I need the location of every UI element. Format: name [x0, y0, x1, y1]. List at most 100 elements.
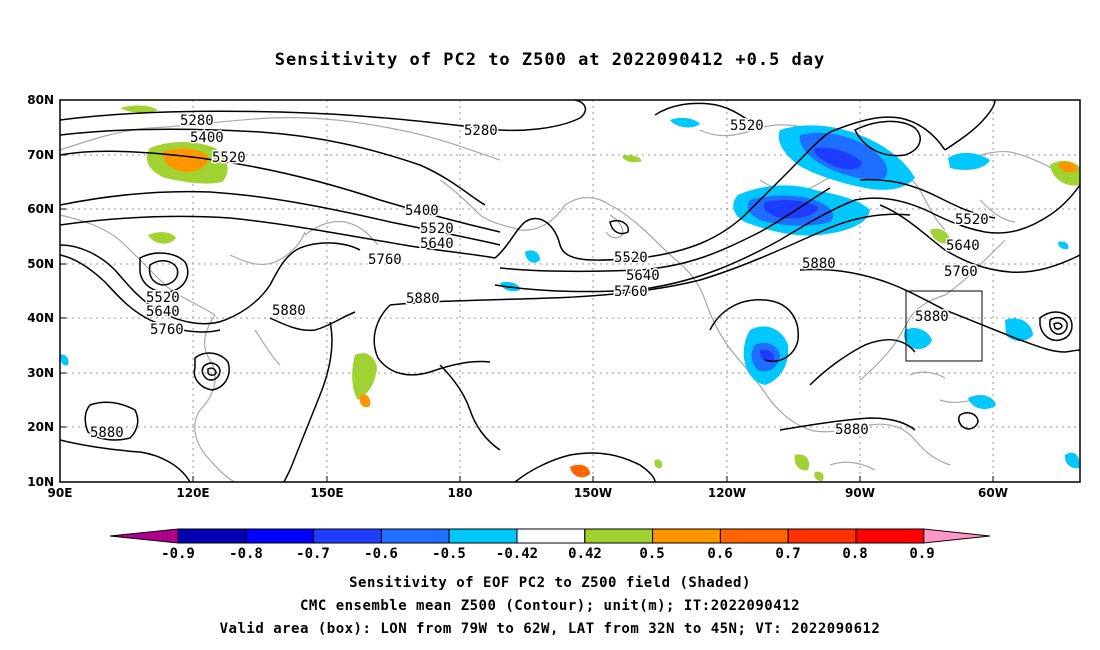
colorbar-arrow [923, 528, 991, 544]
x-tick-label: 90W [845, 486, 875, 500]
x-tick-label: 150W [574, 486, 612, 500]
contour-label: 5640 [420, 236, 454, 252]
z500-contours [60, 100, 1080, 482]
shading-blob [814, 147, 862, 170]
shading-blob [120, 105, 158, 113]
colorbar-swatch [448, 528, 518, 544]
colorbar-arrow [109, 528, 179, 544]
colorbar-label: 0.7 [775, 546, 800, 562]
colorbar-swatch [380, 528, 450, 544]
contour-label: 5760 [614, 284, 648, 300]
colorbar-label: 0.5 [639, 546, 664, 562]
colorbar-swatch [719, 528, 789, 544]
x-tick-label: 120E [176, 486, 209, 500]
shading-blob [904, 328, 932, 350]
contour-label: 5880 [835, 422, 869, 438]
colorbar-labels: -0.9 -0.8 -0.7 -0.6 -0.5 -0.42 0.42 0.5 … [161, 546, 935, 562]
y-tick-label: 70N [27, 148, 54, 162]
colorbar-label: 0.8 [842, 546, 867, 562]
contour-label: 5520 [730, 118, 764, 134]
x-tick-label: 180 [447, 486, 472, 500]
x-tick-label: 120W [708, 486, 746, 500]
colorbar-swatch [177, 528, 247, 544]
x-tick-label: 150E [310, 486, 343, 500]
shading-blob [794, 454, 810, 471]
valid-area-box [905, 290, 983, 362]
colorbar-label: -0.9 [161, 546, 195, 562]
shading-blob [968, 395, 996, 410]
y-tick-label: 60N [27, 202, 54, 216]
y-axis-labels: 80N 70N 60N 50N 40N 30N 20N 10N [27, 93, 54, 489]
colorbar-label: -0.42 [496, 546, 538, 562]
colorbar-swatch [855, 528, 925, 544]
colorbar-label: 0.6 [707, 546, 732, 562]
contour-label: 5520 [146, 290, 180, 306]
contour-label: 5640 [146, 304, 180, 320]
colorbar-label: -0.8 [229, 546, 263, 562]
contour-labels: 5280 5400 5520 5280 5520 5400 5520 5640 … [89, 112, 991, 443]
contour-label: 5520 [420, 221, 454, 237]
contour-label: 5760 [368, 252, 402, 268]
shading-blob [359, 394, 371, 408]
colorbar-label: -0.7 [296, 546, 330, 562]
sensitivity-shading [60, 105, 1080, 481]
gridlines [60, 100, 1080, 482]
shading-blob [1064, 452, 1080, 469]
shading-blob [148, 232, 176, 244]
colorbar-swatch [245, 528, 315, 544]
colorbar-label: 0.9 [909, 546, 934, 562]
shading-blob [654, 459, 663, 469]
map-title: Sensitivity of PC2 to Z500 at 2022090412… [274, 50, 826, 70]
colorbar-swatch [787, 528, 857, 544]
contour-label: 5880 [90, 425, 124, 441]
shading-blob [948, 152, 990, 170]
colorbar-label: 0.42 [568, 546, 602, 562]
contour-label: 5880 [272, 303, 306, 319]
colorbar-swatch [584, 528, 654, 544]
contour-label: 5640 [946, 238, 980, 254]
shading-blob [570, 464, 590, 478]
contour-label: 5520 [614, 250, 648, 266]
contour-label: 5880 [802, 256, 836, 272]
contour-label: 5520 [212, 150, 246, 166]
x-tick-label: 60W [978, 486, 1008, 500]
shading-blob [60, 354, 69, 366]
y-tick-label: 80N [27, 93, 54, 107]
contour-label: 5760 [150, 322, 184, 338]
x-axis-labels: 90E 120E 150E 180 150W 120W 90W 60W [48, 486, 1008, 500]
shading-blob [1005, 318, 1033, 342]
colorbar-label: -0.5 [432, 546, 466, 562]
contour-label: 5880 [406, 291, 440, 307]
shading-blob [1058, 162, 1078, 173]
shading-blob [1058, 241, 1069, 250]
colorbar-swatch [652, 528, 721, 544]
y-tick-label: 50N [27, 257, 54, 271]
shading-blob [760, 349, 775, 362]
x-tick-label: 90E [48, 486, 73, 500]
shading-blob [814, 471, 824, 481]
contour-label: 5400 [405, 203, 439, 219]
colorbar-swatch [516, 528, 586, 544]
contour-label: 5280 [464, 123, 498, 139]
y-tick-label: 30N [27, 366, 54, 380]
shading-blob [670, 117, 700, 128]
y-tick-label: 40N [27, 311, 54, 325]
colorbar [109, 528, 991, 544]
y-tick-label: 10N [27, 475, 54, 489]
caption-line-3: Valid area (box): LON from 79W to 62W, L… [219, 621, 881, 637]
contour-label: 5400 [190, 130, 224, 146]
shading-blob [525, 250, 540, 263]
shading-blob [352, 353, 377, 400]
colorbar-label: -0.6 [364, 546, 398, 562]
caption-line-2: CMC ensemble mean Z500 (Contour); unit(m… [299, 598, 800, 614]
contour-label: 5880 [915, 309, 949, 325]
shading-blob [930, 228, 950, 244]
caption-line-1: Sensitivity of EOF PC2 to Z500 field (Sh… [349, 575, 751, 591]
contour-label: 5280 [180, 113, 214, 129]
shading-blob [162, 148, 209, 172]
colorbar-swatch [313, 528, 382, 544]
contour-label: 5760 [944, 264, 978, 280]
contour-label: 5640 [626, 268, 660, 284]
shading-blob [622, 155, 642, 163]
